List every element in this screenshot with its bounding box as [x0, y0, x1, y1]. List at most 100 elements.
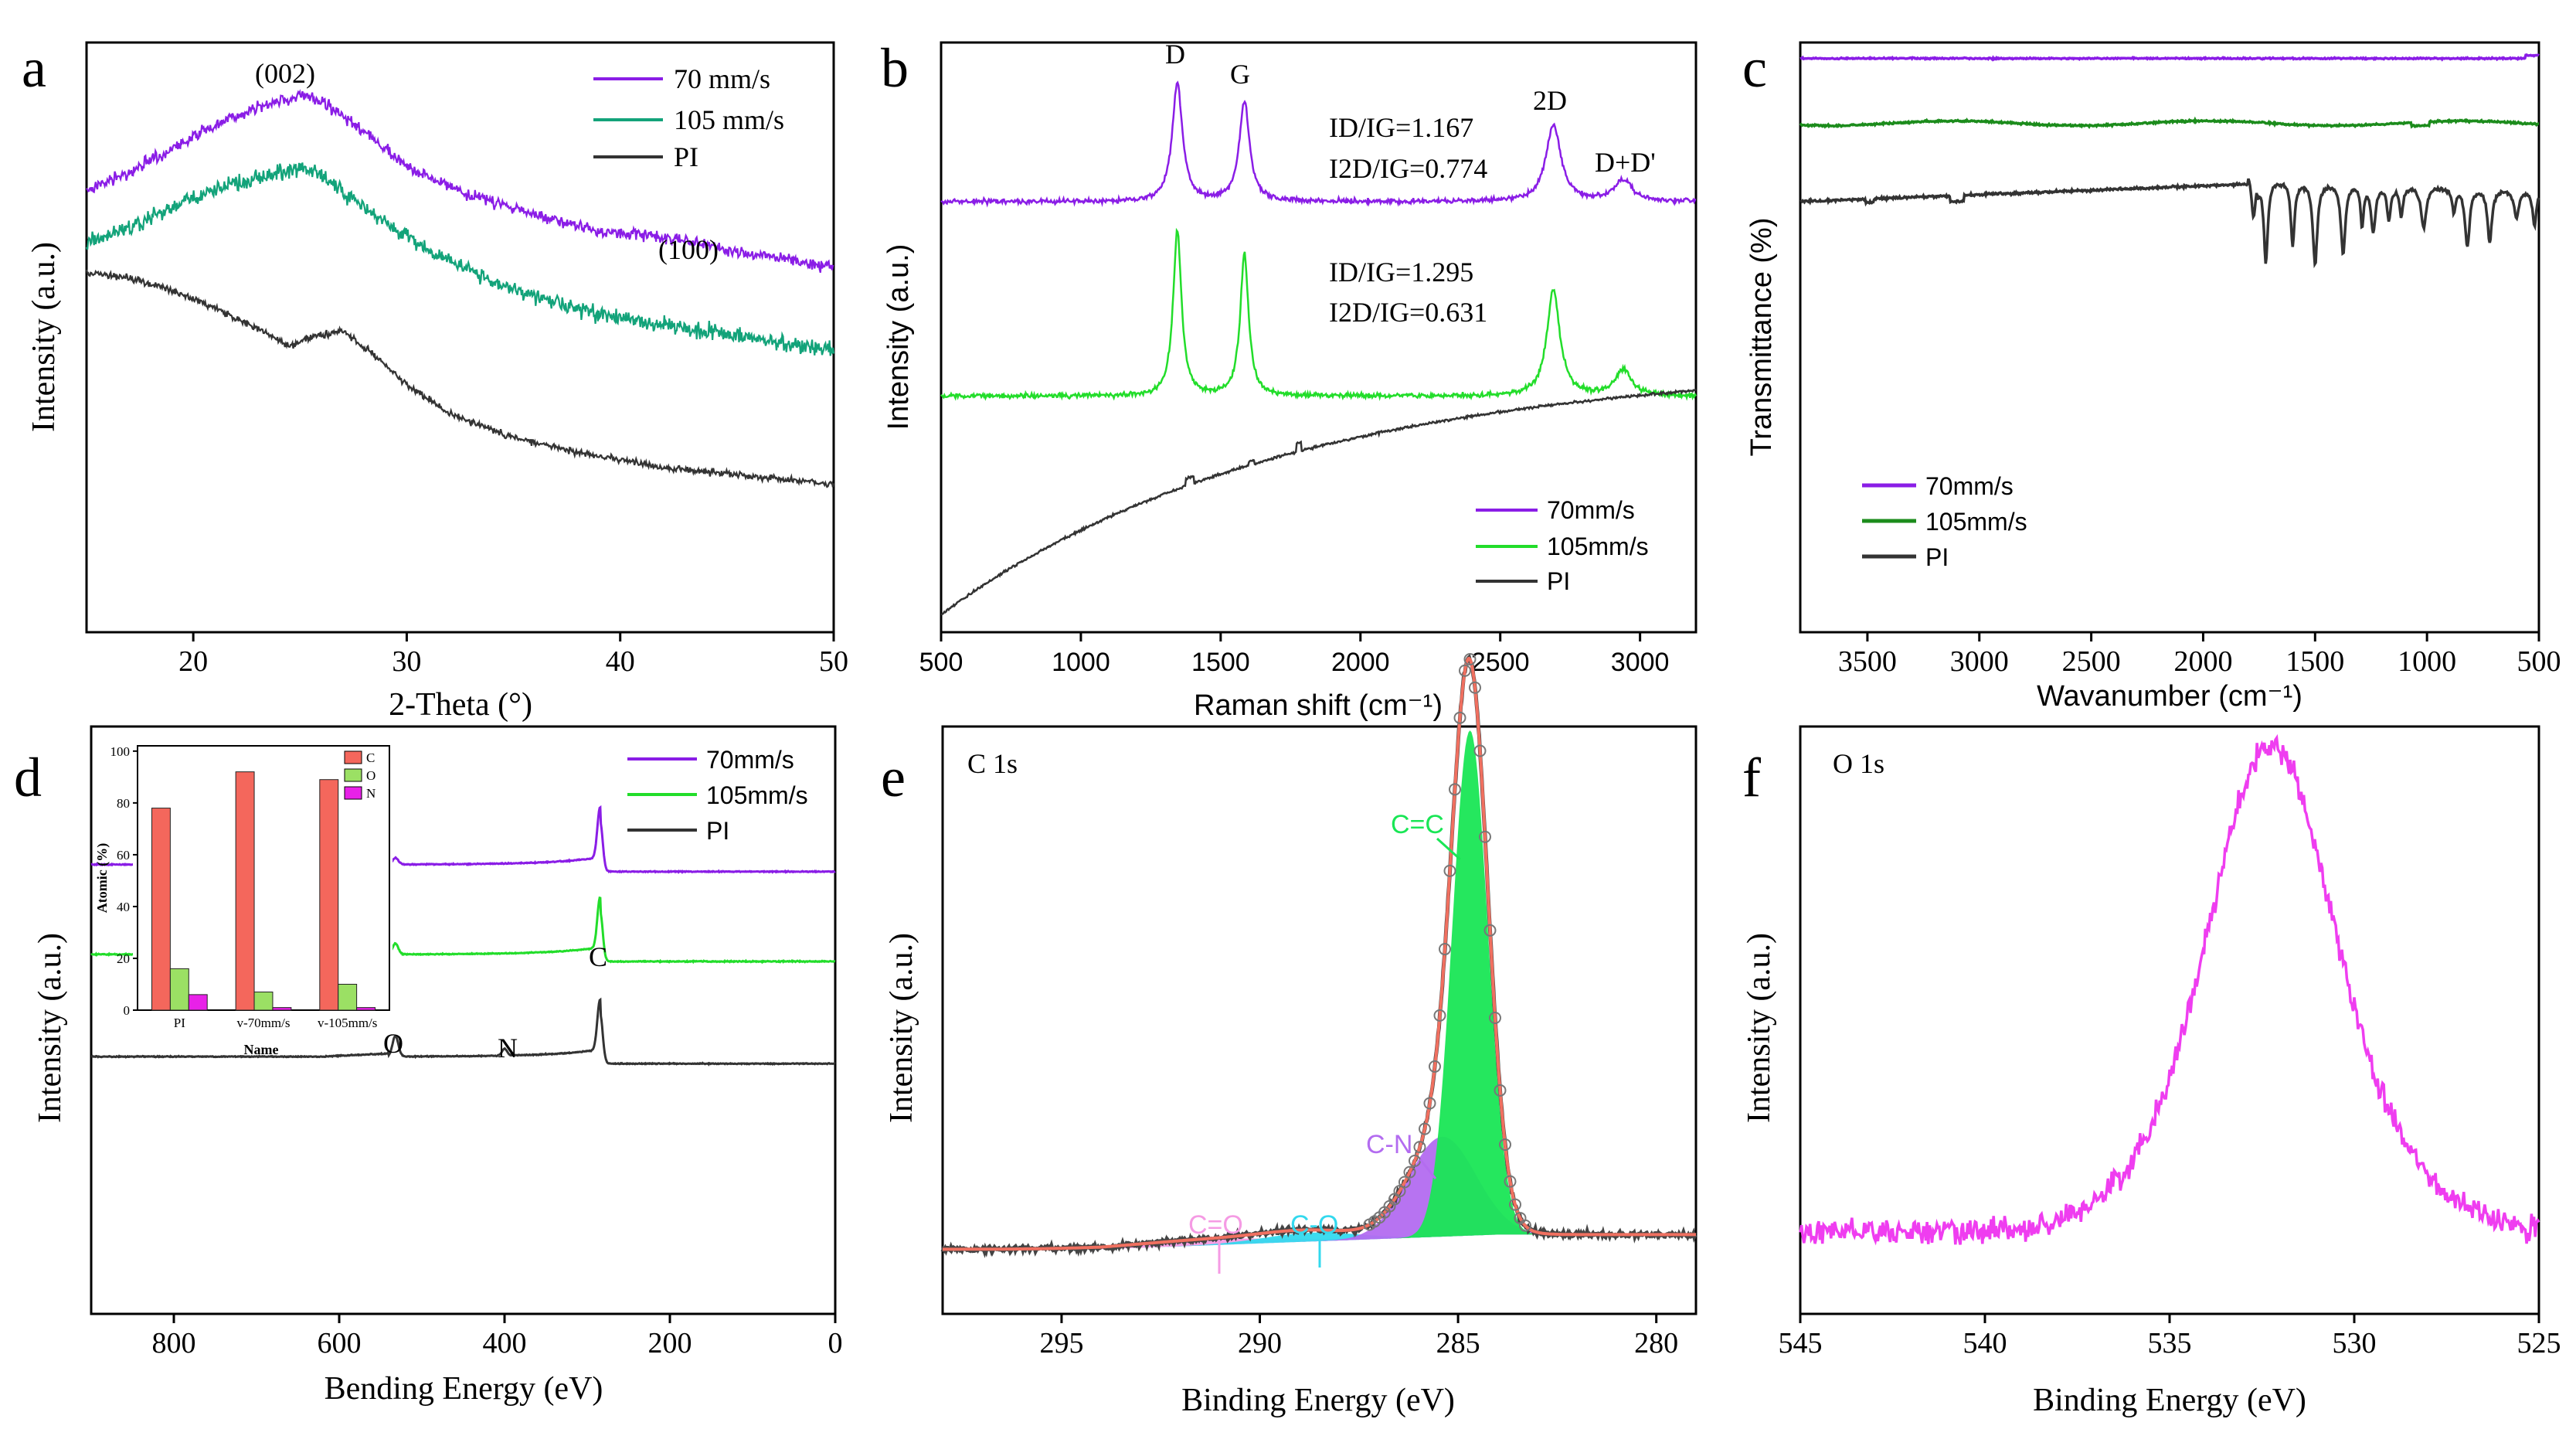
inset-x-tick-label: PI	[174, 1016, 185, 1030]
legend-label-0: 70mm/s	[1547, 496, 1635, 524]
peak-label-100: (100)	[658, 234, 719, 265]
series-line-0	[940, 80, 1697, 208]
plot-frame	[1799, 41, 2540, 634]
data-point	[1483, 924, 1497, 937]
x-axis-label: Binding Energy (eV)	[2033, 1383, 2306, 1418]
data-point	[1439, 943, 1451, 956]
x-ticks: 545 540 535 530 525	[1779, 1314, 2561, 1359]
inset-bar-n-1	[272, 1007, 292, 1011]
inset-legend-swatch-o	[344, 768, 362, 782]
inset-x-tick-label: v-70mm/s	[237, 1016, 291, 1030]
x-axis-label: 2-Theta (°)	[389, 687, 532, 723]
inset-legend-swatch-n	[344, 786, 362, 800]
inset-bar-c-0	[151, 808, 171, 1011]
inset-y-tick-label: 20	[117, 951, 130, 966]
y-axis-label: Intensity (a.u.)	[882, 244, 915, 430]
inset-legend: C O N	[344, 750, 376, 801]
inset-legend-label-c: C	[366, 750, 375, 765]
inset-bar-o-0	[169, 968, 189, 1011]
legend-label-1: 105mm/s	[1547, 533, 1649, 560]
x-tick-label: 1500	[1191, 648, 1250, 677]
series-group	[1799, 733, 2540, 1246]
arrow-cn	[1419, 1159, 1437, 1179]
x-tick-label: 2000	[2173, 645, 2232, 678]
panel-letter: d	[14, 747, 42, 808]
peak-label-002: (002)	[255, 58, 315, 89]
series-line-2	[940, 388, 1697, 616]
legend-label-1: 105 mm/s	[674, 104, 784, 135]
inset-bar-o-2	[338, 983, 358, 1011]
x-tick-label: 500	[919, 648, 963, 677]
legend-label-0: 70mm/s	[1925, 472, 2014, 500]
inset-bar-c-1	[235, 771, 255, 1011]
x-tick-label: 500	[2517, 645, 2561, 678]
x-tick-label: 285	[1436, 1327, 1480, 1359]
series-group	[940, 80, 1698, 616]
inset-y-tick-label: 40	[117, 900, 130, 914]
panel-letter: a	[22, 37, 46, 99]
peak-label-2d: 2D	[1533, 85, 1567, 116]
y-axis-label: Transmittance (%)	[1745, 218, 1778, 457]
x-tick-label: 200	[648, 1327, 692, 1359]
y-axis-label: Intensity (a.u.)	[32, 933, 68, 1123]
inset-y-tick-label: 0	[124, 1003, 131, 1018]
x-tick-label: 530	[2333, 1327, 2377, 1359]
inset-x-tick-label: v-105mm/s	[318, 1016, 377, 1030]
x-tick-label: 2500	[1471, 648, 1530, 677]
series-group	[1799, 53, 2540, 269]
data-point	[1419, 1122, 1431, 1135]
data-point	[1473, 744, 1487, 757]
series-line-0	[1799, 53, 2540, 62]
data-point	[1489, 1011, 1501, 1024]
data-point	[1449, 783, 1461, 796]
ratio-i2d-ig-70: I2D/IG=0.774	[1329, 153, 1487, 184]
data-point	[1413, 1141, 1426, 1154]
x-tick-label: 2000	[1331, 648, 1390, 677]
component-label-cdo: C=O	[1188, 1210, 1243, 1240]
panel-letter: c	[1742, 37, 1767, 99]
arrow-cc	[1436, 837, 1462, 861]
legend: 70mm/s 105mm/s PI	[1862, 472, 2027, 571]
x-tick-label: 525	[2517, 1327, 2561, 1359]
inset-bar-c-2	[319, 779, 339, 1011]
data-point	[1494, 1084, 1507, 1097]
x-axis-label: Wavanumber (cm⁻¹)	[2037, 680, 2302, 713]
x-tick-label: 3000	[1950, 645, 2009, 678]
legend-label-1: 105mm/s	[706, 781, 808, 809]
plot-frame	[940, 41, 1698, 634]
data-point	[1398, 1176, 1411, 1189]
data-point	[1509, 1198, 1521, 1211]
x-tick-label: 800	[152, 1327, 196, 1359]
x-ticks: 500 1000 1500 2000 2500 3000	[919, 632, 1669, 677]
data-point	[1443, 864, 1456, 877]
series-line-1	[85, 162, 835, 356]
raw-data-line	[940, 653, 1698, 1258]
series-line-1	[1799, 116, 2539, 129]
data-point	[1423, 1097, 1436, 1110]
x-tick-label: 20	[178, 645, 208, 678]
data-point	[1479, 830, 1491, 843]
x-axis-label: Bending Energy (eV)	[325, 1371, 603, 1407]
ratio-id-ig-105: ID/IG=1.295	[1329, 257, 1473, 288]
legend: 70 mm/s 105 mm/s PI	[593, 63, 784, 172]
inset-bar-n-2	[356, 1007, 376, 1011]
data-point	[1504, 1175, 1517, 1188]
legend: 70mm/s 105mm/s PI	[627, 746, 808, 845]
x-tick-label: 3500	[1838, 645, 1897, 678]
plot-frame	[90, 725, 837, 1315]
x-tick-label: 295	[1039, 1327, 1083, 1359]
data-point	[1429, 1060, 1441, 1073]
x-axis-label: Binding Energy (eV)	[1181, 1383, 1455, 1418]
legend-label-0: 70mm/s	[706, 746, 794, 774]
inset-y-tick-label: 60	[117, 848, 130, 863]
series-line-1	[940, 227, 1698, 402]
inset-legend-label-n: N	[366, 786, 376, 801]
data-point	[1459, 664, 1471, 677]
inset-x-label: Name	[244, 1042, 279, 1057]
legend-label-2: PI	[706, 817, 729, 845]
y-axis-label: Intensity (a.u.)	[26, 242, 62, 432]
panel-c: c 3500 3000 2500 2000 1500 1000 500 Wavanumber…	[1742, 37, 2561, 713]
inset-bar-o-1	[253, 992, 274, 1011]
panel-letter: b	[881, 37, 909, 99]
panel-a: a 20 30 40 50 2-Theta (°) Intensity (a.u.) …	[22, 37, 848, 723]
